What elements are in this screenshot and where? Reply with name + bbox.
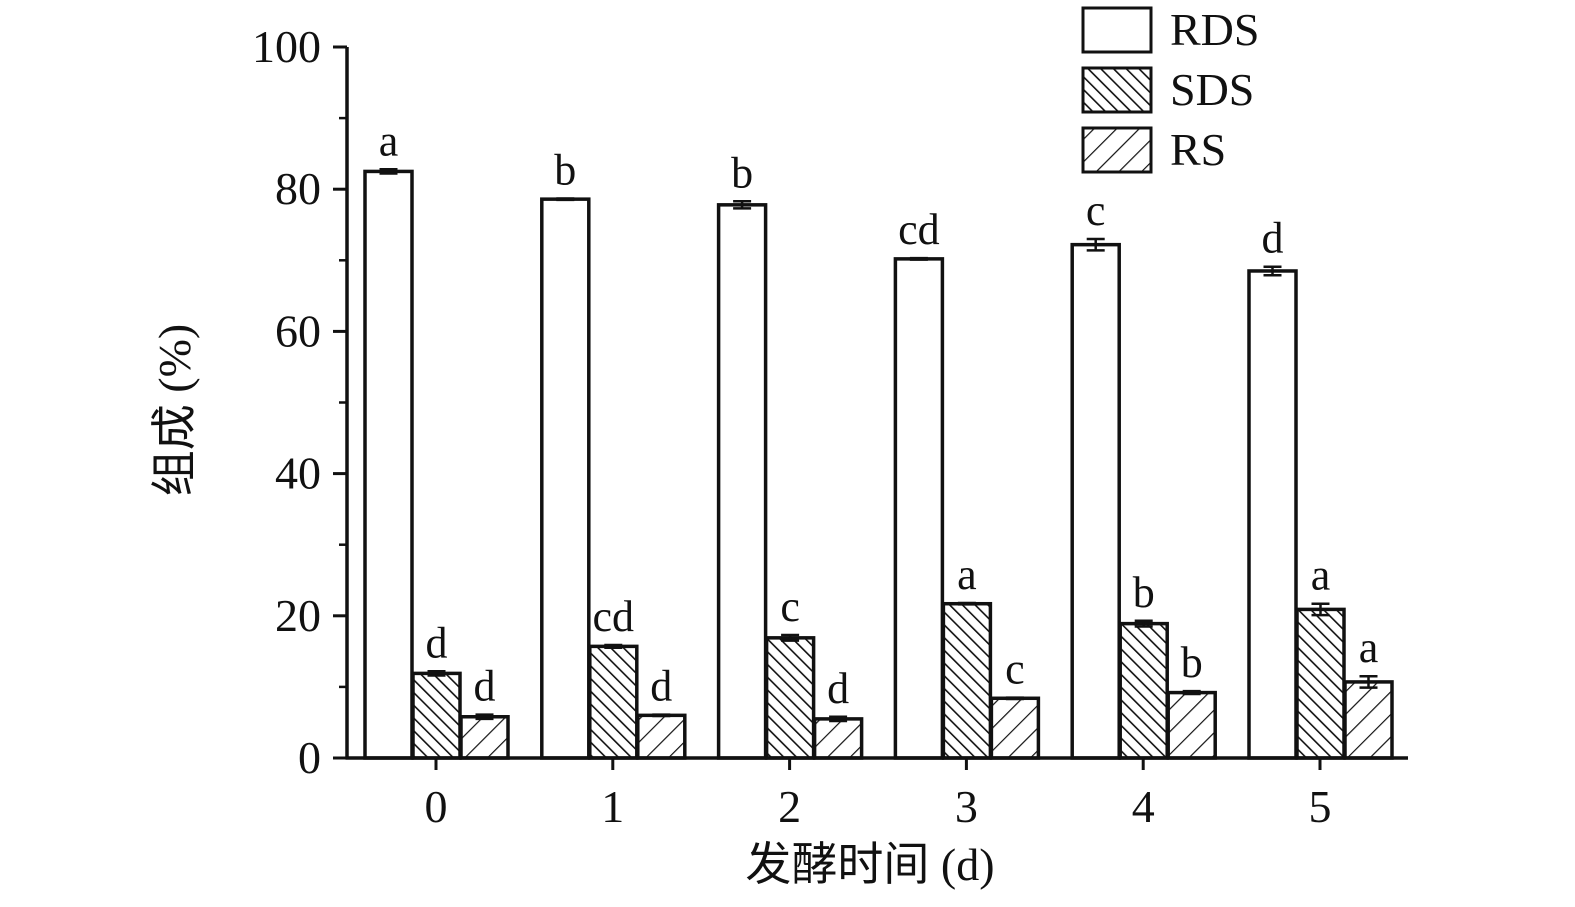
bar-rs-3 <box>989 696 1041 760</box>
x-tick-label-3: 3 <box>955 781 978 832</box>
legend-label-rds: RDS <box>1170 4 1259 55</box>
bar-rs-5 <box>1343 680 1394 760</box>
x-tick-label-5: 5 <box>1309 781 1332 832</box>
significance-label-rs-4: b <box>1181 638 1203 687</box>
bar-rs-1 <box>636 713 687 760</box>
bar-sds-4 <box>1118 621 1169 760</box>
significance-label-sds-4: b <box>1133 568 1155 617</box>
x-tick-label-0: 0 <box>425 781 448 832</box>
legend-swatch-rds <box>1081 6 1153 54</box>
y-tick-label-80: 80 <box>275 163 321 214</box>
significance-label-rds-3: cd <box>898 205 940 254</box>
bar-sds-3 <box>941 601 993 760</box>
significance-label-sds-5: a <box>1311 551 1331 600</box>
significance-label-rds-2: b <box>731 148 753 197</box>
y-tick-label-100: 100 <box>252 21 321 72</box>
bar-rds-2 <box>716 203 768 760</box>
significance-label-rds-0: a <box>379 116 399 165</box>
bar-rs-0 <box>459 715 510 760</box>
significance-label-sds-1: cd <box>593 592 635 641</box>
legend-label-sds: SDS <box>1170 64 1254 115</box>
y-tick-label-0: 0 <box>298 732 321 783</box>
x-tick-label-2: 2 <box>778 781 801 832</box>
legend-label-rs: RS <box>1170 124 1226 175</box>
bar-rds-1 <box>540 197 591 760</box>
bar-rds-5 <box>1247 269 1298 760</box>
significance-label-rs-3: c <box>1005 645 1025 694</box>
significance-label-rds-5: d <box>1262 214 1284 263</box>
significance-label-rs-5: a <box>1359 623 1379 672</box>
bar-sds-0 <box>411 671 462 760</box>
bar-rds-4 <box>1070 242 1121 760</box>
bar-sds-1 <box>588 644 639 760</box>
significance-label-sds-2: c <box>780 582 800 631</box>
bar-rds-0 <box>363 169 414 760</box>
significance-label-rs-1: d <box>650 662 672 711</box>
y-tick-label-20: 20 <box>275 590 321 641</box>
significance-label-rs-0: d <box>474 662 496 711</box>
bar-sds-2 <box>764 636 816 760</box>
y-tick-label-60: 60 <box>275 305 321 356</box>
x-tick-label-1: 1 <box>601 781 624 832</box>
significance-label-sds-3: a <box>957 550 977 599</box>
bar-sds-5 <box>1295 607 1346 760</box>
significance-label-sds-0: d <box>426 618 448 667</box>
bar-rds-3 <box>893 257 945 760</box>
y-tick-label-40: 40 <box>275 448 321 499</box>
x-tick-label-4: 4 <box>1132 781 1155 832</box>
bar-rs-2 <box>812 717 864 760</box>
legend-swatch-sds <box>1081 66 1153 114</box>
legend-swatch-rs <box>1081 126 1153 174</box>
x-axis-title: 发酵时间 (d) <box>745 839 994 890</box>
significance-label-rs-2: d <box>827 664 849 713</box>
significance-label-rds-4: c <box>1086 186 1106 235</box>
y-axis-title: 组成 (%) <box>149 324 200 496</box>
bar-rs-4 <box>1166 690 1217 760</box>
significance-label-rds-1: b <box>554 145 576 194</box>
